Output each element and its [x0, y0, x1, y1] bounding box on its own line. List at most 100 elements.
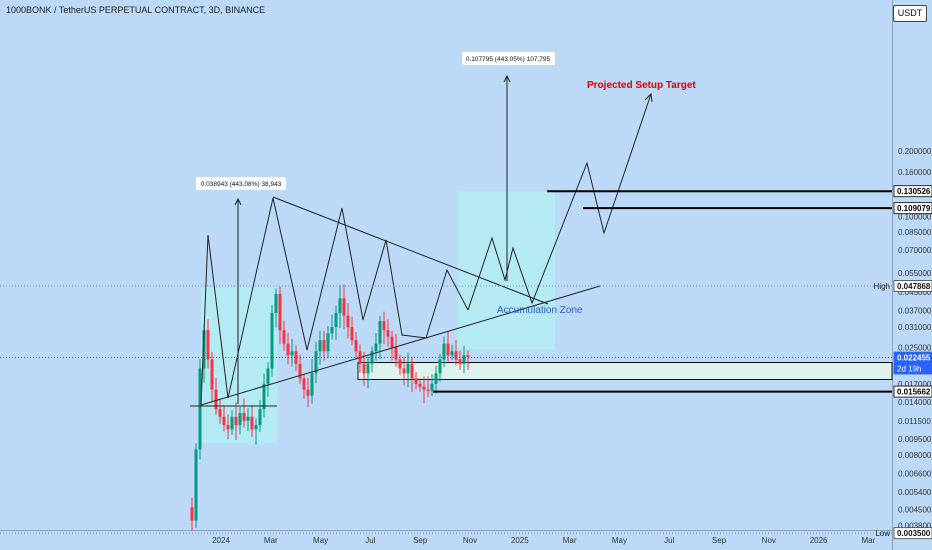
time-tick-label-0: 2024: [212, 536, 230, 545]
candle-body: [202, 330, 206, 369]
candle-body: [366, 363, 370, 374]
price-tick-label-1: 0.160000: [898, 168, 932, 177]
candle-body: [450, 351, 454, 356]
candle-body: [410, 363, 414, 379]
candle-body: [462, 355, 466, 364]
candle-body: [406, 363, 410, 374]
candle-body: [254, 424, 258, 430]
plot-background: [0, 0, 892, 530]
projected-path: [467, 93, 652, 311]
candle-body: [218, 409, 222, 417]
candle-body: [374, 343, 378, 352]
candle-body: [454, 351, 458, 360]
candle-body: [298, 363, 302, 379]
candle-body: [342, 298, 346, 316]
price-tick-label-4: 0.100000: [898, 212, 932, 221]
candle-body: [198, 368, 202, 450]
candle-body: [394, 347, 398, 360]
price-tick-label-9: 0.037000: [898, 306, 932, 315]
candle-body: [414, 378, 418, 384]
price-tag-countdown: 2d 19h: [897, 365, 921, 374]
candle-body: [334, 312, 338, 328]
candle-body: [226, 424, 230, 430]
candle-body: [402, 368, 406, 374]
price-tick-label-11: 0.025000: [898, 343, 932, 352]
price-tag-0: 0.130526: [897, 187, 931, 196]
price-tag-bg-2: [893, 280, 932, 292]
price-tick-label-19: 0.005400: [898, 488, 932, 497]
candle-body: [194, 449, 198, 521]
time-tick-label-5: Nov: [463, 536, 477, 545]
candle-body: [270, 312, 274, 369]
candle-body: [438, 359, 442, 374]
candle-body: [230, 416, 234, 430]
candle-body: [422, 386, 426, 390]
time-tick-label-6: 2025: [511, 536, 529, 545]
candle-body: [330, 327, 334, 334]
candle-body: [290, 351, 294, 356]
price-tick-label-16: 0.009500: [898, 435, 932, 444]
time-tick-label-2: May: [313, 536, 328, 545]
projection-measure-arrowhead: [503, 74, 511, 83]
price-tag-3: 0.022455: [897, 354, 931, 363]
price-tick-label-18: 0.006600: [898, 469, 932, 478]
time-tick-label-11: Nov: [762, 536, 776, 545]
candle-body: [426, 389, 430, 391]
projected-path-arrowhead: [644, 92, 653, 103]
price-tag-bg-4: [893, 385, 932, 398]
price-axis-panel: [892, 0, 932, 550]
candle-body: [458, 359, 462, 364]
candle-body: [302, 378, 306, 390]
candle-body: [282, 330, 286, 344]
candle-body: [258, 409, 262, 425]
candle-body: [418, 383, 422, 387]
candle-body: [190, 507, 194, 521]
price-tick-label-15: 0.011500: [898, 417, 931, 426]
time-tick-label-9: Jul: [664, 536, 674, 545]
candle-body: [278, 293, 282, 331]
candle-body: [262, 383, 266, 410]
time-tick-label-4: Sep: [413, 536, 428, 545]
price-tag-marker-5: Low: [875, 529, 890, 538]
candle-body: [442, 343, 446, 360]
price-tick-label-10: 0.031000: [898, 323, 932, 332]
projected-target-label: Projected Setup Target: [587, 80, 696, 91]
candle-body: [398, 359, 402, 369]
price-tick-label-0: 0.200000: [898, 147, 932, 156]
price-tick-label-21: 0.003800: [898, 521, 932, 530]
time-tick-label-1: Mar: [264, 536, 278, 545]
price-tag-4: 0.015662: [897, 388, 931, 397]
candle-body: [246, 416, 250, 421]
candle-body: [222, 416, 226, 425]
price-tick-label-6: 0.070000: [898, 246, 932, 255]
candle-body: [466, 355, 470, 358]
candle-body: [266, 368, 270, 384]
candle-body: [242, 412, 246, 421]
price-tag-bg-3: [893, 351, 932, 375]
price-tick-label-17: 0.008000: [898, 451, 932, 460]
time-tick-label-7: Mar: [563, 536, 577, 545]
pattern-zigzag: [200, 197, 469, 406]
candle-body: [250, 416, 254, 430]
candle-body: [314, 351, 318, 374]
candle-body: [430, 383, 434, 391]
price-tag-5: 0.003500: [897, 529, 931, 538]
accumulation-zone-label: Accumulation Zone: [497, 305, 583, 316]
measure-label-2-bg: [462, 52, 555, 65]
candle-body: [446, 343, 450, 356]
chart-title: 1000BONK / TetherUS PERPETUAL CONTRACT, …: [6, 5, 266, 15]
price-tag-bg-1: [893, 202, 932, 215]
price-tag-bg-0: [893, 185, 932, 198]
candle-body: [206, 330, 210, 360]
candle-body: [434, 373, 438, 384]
first-leg-measure-arrowhead: [234, 197, 242, 206]
currency-button[interactable]: USDT: [893, 5, 927, 22]
measure-label-2: 0.107795 (443.05%) 107,795: [466, 56, 551, 63]
price-tag-marker-2: High: [874, 282, 890, 291]
candle-body: [346, 315, 350, 328]
candle-body: [338, 298, 342, 313]
candle-body: [322, 340, 326, 352]
price-tick-label-8: 0.045000: [898, 288, 932, 297]
